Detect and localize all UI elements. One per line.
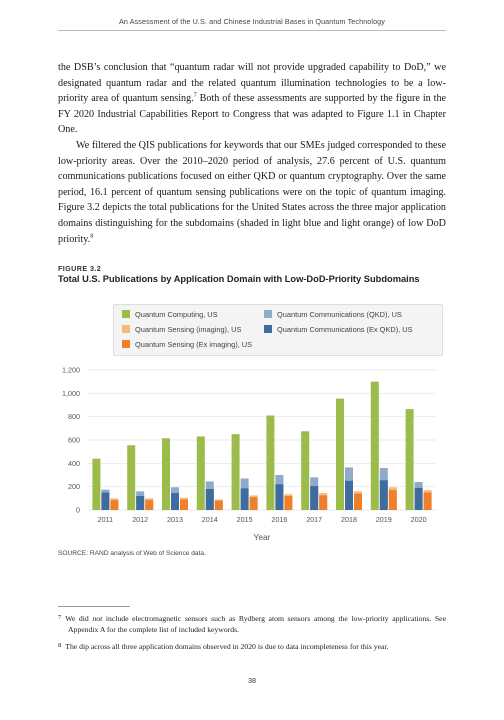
bar-quantum-computing: [162, 438, 170, 510]
bar-quantum-computing: [405, 409, 414, 510]
bar-quantum-communications-ex-qkd: [414, 487, 423, 510]
legend-swatch-comm-qkd: [264, 310, 272, 318]
x-tick-label: 2015: [237, 515, 253, 524]
figure-title: Total U.S. Publications by Application D…: [58, 274, 420, 284]
bar-quantum-communications-ex-qkd: [136, 496, 145, 510]
footnotes: 7 We did not include electromagnetic sens…: [58, 612, 446, 657]
bar-quantum-communications-ex-qkd: [101, 492, 110, 510]
y-tick-label: 1,200: [62, 366, 80, 375]
legend-item-sensing-ex-imaging: Quantum Sensing (Ex imaging), US: [122, 340, 252, 350]
x-tick-label: 2017: [306, 515, 322, 524]
y-tick-label: 0: [76, 506, 80, 515]
x-tick-label: 2012: [132, 515, 148, 524]
y-tick-label: 800: [68, 412, 80, 421]
bar-quantum-communications-ex-qkd: [240, 488, 249, 510]
y-tick-label: 200: [68, 482, 80, 491]
legend-item-computing: Quantum Computing, US: [122, 310, 218, 320]
footnote-8: 8 The dip across all three application do…: [58, 640, 446, 652]
footnote-text: We did: [65, 614, 93, 623]
bar-quantum-sensing-ex-imaging: [388, 490, 397, 510]
legend-label-sensing-imaging: Quantum Sensing (imaging), US: [135, 325, 242, 334]
bar-quantum-computing: [231, 434, 240, 510]
paragraph-1-text: the DSB’s conclusion that “quantum radar…: [58, 62, 446, 105]
bar-quantum-communications-ex-qkd: [379, 480, 388, 510]
body-text: the DSB’s conclusion that “quantum radar…: [58, 60, 446, 247]
legend-item-comm-qkd: Quantum Communications (QKD), US: [264, 310, 402, 320]
x-tick-label: 2016: [271, 515, 287, 524]
running-head: An Assessment of the U.S. and Chinese In…: [119, 17, 385, 26]
bar-quantum-sensing-ex-imaging: [423, 492, 432, 510]
bar-quantum-computing: [127, 445, 136, 510]
x-tick-label: 2013: [167, 515, 183, 524]
bar-quantum-sensing-ex-imaging: [180, 499, 188, 510]
legend-item-sensing-imaging: Quantum Sensing (imaging), US: [122, 325, 241, 335]
x-axis-label: Year: [254, 532, 271, 542]
footnote-number: 7: [58, 614, 62, 621]
bar-quantum-sensing-ex-imaging: [354, 493, 362, 510]
legend-label-comm-qkd: Quantum Communications (QKD), US: [277, 310, 402, 319]
page-number: 38: [248, 676, 256, 685]
bar-quantum-communications-ex-qkd: [171, 493, 179, 510]
footnote-rule: [58, 606, 130, 607]
chart-legend: Quantum Computing, US Quantum Communicat…: [113, 304, 443, 356]
x-tick-label: 2011: [98, 515, 113, 524]
bar-quantum-communications-ex-qkd: [205, 489, 214, 510]
legend-swatch-computing: [122, 310, 130, 318]
legend-item-comm-ex-qkd: Quantum Communications (Ex QKD), US: [264, 325, 413, 335]
legend-label-computing: Quantum Computing, US: [135, 310, 218, 319]
footnote-text-cont: include electromagnetic sensors such as …: [68, 614, 447, 634]
bar-quantum-computing: [301, 431, 310, 510]
bar-quantum-sensing-ex-imaging: [284, 496, 293, 510]
bar-chart: 0 200 400 600 800 1,000 1,200 2011 2012 2013 2014 2…: [62, 366, 436, 542]
footnote-7: 7 We did not include electromagnetic sens…: [58, 612, 446, 635]
bar-quantum-computing: [370, 381, 379, 510]
x-tick-label: 2014: [202, 515, 218, 524]
bar-quantum-computing: [92, 458, 101, 510]
bar-quantum-communications-ex-qkd: [275, 484, 284, 510]
paragraph-2-text: We filtered the QIS publications for key…: [58, 139, 446, 245]
figure-label: FIGURE 3.2: [58, 264, 102, 273]
bar-quantum-communications-ex-qkd: [345, 480, 353, 510]
y-tick-label: 400: [68, 459, 80, 468]
paragraph-2: We filtered the QIS publications for key…: [58, 138, 446, 247]
x-tick-label: 2020: [411, 515, 427, 524]
figure-source: SOURCE: RAND analysis of Web of Science …: [58, 550, 206, 557]
bar-quantum-sensing-ex-imaging: [110, 500, 119, 510]
bar-quantum-computing: [336, 398, 344, 510]
y-tick-label: 1,000: [62, 389, 80, 398]
footnote-ref-7: 7: [193, 92, 197, 99]
x-tick-label: 2019: [376, 515, 392, 524]
legend-swatch-sensing-imaging: [122, 325, 130, 333]
legend-swatch-comm-ex-qkd: [264, 325, 272, 333]
footnote-text: The dip across all three application dom…: [65, 642, 389, 651]
x-tick-label: 2018: [341, 515, 357, 524]
footnote-emphasis: not: [92, 614, 103, 623]
bar-quantum-computing: [196, 436, 205, 510]
bar-quantum-sensing-ex-imaging: [249, 497, 258, 510]
legend-swatch-sensing-ex-imaging: [122, 340, 130, 348]
footnote-number: 8: [58, 642, 62, 649]
paragraph-1-text-cont: Both of these assessments are supported …: [58, 93, 446, 136]
paragraph-1: the DSB’s conclusion that “quantum radar…: [58, 60, 446, 138]
bar-quantum-computing: [266, 415, 275, 510]
y-tick-label: 600: [68, 436, 80, 445]
bar-quantum-communications-ex-qkd: [310, 486, 319, 510]
bar-quantum-sensing-ex-imaging: [319, 495, 328, 510]
legend-label-comm-ex-qkd: Quantum Communications (Ex QKD), US: [277, 325, 413, 334]
bar-quantum-sensing-ex-imaging: [214, 500, 223, 510]
header-rule: [58, 30, 446, 31]
bar-quantum-sensing-ex-imaging: [145, 500, 154, 510]
footnote-ref-8: 8: [90, 233, 94, 240]
legend-label-sensing-ex-imaging: Quantum Sensing (Ex imaging), US: [135, 340, 253, 349]
